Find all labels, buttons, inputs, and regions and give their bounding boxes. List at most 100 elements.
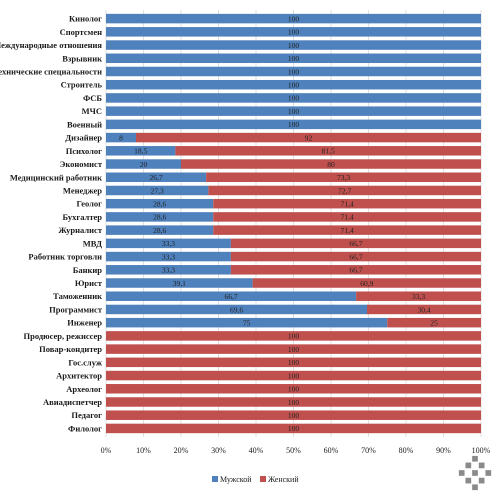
bar-segment [213,212,481,222]
bar-segment [356,291,481,301]
bar-segment [106,66,481,77]
category-label: ФСБ [83,93,102,103]
bar-segment [206,172,481,182]
data-label: 73,3 [337,173,350,182]
x-tick-label: 20% [174,446,189,455]
bar-segment [106,265,231,275]
category-label: Экономист [60,159,103,169]
bar-segment [175,146,481,156]
bar-segment [230,265,481,275]
category-label: Работник торговли [28,252,102,262]
data-label: 75 [243,318,251,327]
bar-segment [106,397,481,407]
legend-label: Женский [268,475,299,484]
data-label: 28,6 [153,199,166,208]
bar-segment [181,159,481,169]
data-label: 28,6 [153,213,166,222]
data-label: 100 [288,94,300,103]
x-tick-label: 80% [399,446,414,455]
x-tick-label: 90% [436,446,451,455]
category-label: Геолог [76,199,102,209]
data-label: 28,6 [153,226,166,235]
data-label: 33,3 [162,266,175,275]
data-label: 71,4 [341,199,354,208]
data-label: 27,3 [151,186,164,195]
legend-swatch [260,476,266,482]
category-label: Юрист [75,278,103,288]
category-labels: Кинолог Спортсмен Международные отношения В… [0,14,103,434]
data-label: 100 [288,41,300,50]
bar-segment [106,172,207,182]
bar-segment [106,317,388,328]
bar-segment [106,384,481,394]
category-label: Филолог [68,423,102,433]
bar-segment [106,106,481,116]
data-label: 100 [288,411,300,420]
bar-segment [136,132,481,143]
category-label: Гос.служ [68,357,102,367]
category-label: Международные отношения [0,40,102,50]
bar-segment [106,93,481,103]
category-label: Банкир [73,265,103,275]
data-label: 39,1 [173,279,186,288]
bar-segment [106,212,214,222]
bar-segment [106,225,214,235]
bar-segment [106,13,481,24]
data-label: 100 [288,120,300,129]
data-label: 71,4 [341,213,354,222]
bar-segment [106,331,481,341]
data-label: 30,4 [417,305,430,314]
category-label: Взрывник [62,53,102,63]
data-label: 33,3 [412,292,425,301]
category-label: Спортсмен [60,27,103,37]
category-label: МЧС [82,106,102,116]
category-label: Журналист [58,225,102,235]
bar-segment [106,40,481,50]
legend-swatch [212,476,218,482]
data-label: 92 [305,133,313,142]
category-label: Авиадиспетчер [43,397,102,407]
category-label: Инженер [67,318,102,328]
bar-segment [106,251,231,262]
bar-segment [106,185,209,196]
data-labels: 100 100 100 100 100 100 100 100 100 8 92 18,5 81,5 20… [119,14,438,433]
category-label: Таможенник [53,291,102,301]
data-label: 69,6 [230,305,243,314]
data-label: 100 [288,28,300,37]
data-label: 100 [288,81,300,90]
bar-segment [106,423,481,434]
bar-segment [106,304,367,315]
bar-segment [213,198,481,209]
data-label: 8 [119,133,123,142]
data-label: 66,7 [349,266,362,275]
x-tick-label: 10% [136,446,151,455]
data-label: 100 [288,14,300,23]
category-label: Бухгалтер [62,212,102,222]
data-label: 80 [327,160,335,169]
category-label: МВД [83,238,102,248]
x-tick-label: 50% [286,446,301,455]
category-label: Психолог [66,146,102,156]
bar-segment [106,53,481,64]
x-tick-label: 30% [211,446,226,455]
data-label: 100 [288,385,300,394]
data-label: 100 [288,371,300,380]
data-label: 100 [288,107,300,116]
category-label: Архитектор [56,371,102,381]
category-label: Технические специальности [0,66,102,76]
bar-segment [252,278,481,288]
data-label: 26,7 [150,173,163,182]
category-label: Повар-кондитер [39,344,102,354]
data-label: 25 [430,318,438,327]
legend-label: Мужской [220,475,252,484]
bar-segment [106,344,481,354]
data-label: 18,5 [134,147,147,156]
category-label: Дизайнер [65,133,102,143]
bar-segment [106,27,481,37]
data-label: 20 [140,160,148,169]
data-label: 33,3 [162,239,175,248]
data-label: 100 [288,424,300,433]
data-label: 100 [288,345,300,354]
bar-segment [106,370,481,381]
